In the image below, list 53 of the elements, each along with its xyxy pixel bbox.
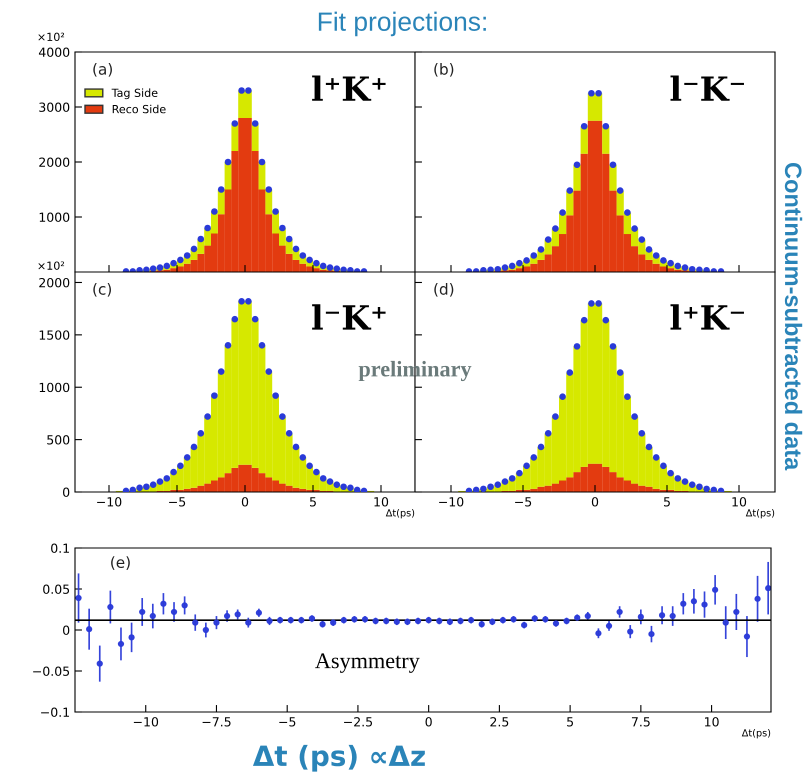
x-tick-label: 10 [705, 717, 719, 727]
x-axis-title: Δt(ps) [386, 508, 414, 518]
x-axis-title: Δt(ps) [746, 508, 774, 518]
annotation: (a) [93, 63, 112, 77]
y-tick-label: 0.05 [43, 584, 70, 594]
x-tick-label: −10 [134, 717, 158, 727]
x-tick-label: 2.5 [490, 717, 508, 727]
annotation: Asymmetry [315, 653, 420, 673]
annotation: (b) [434, 63, 454, 77]
annotation: (e) [111, 556, 130, 570]
y-tick-label: 2000 [39, 157, 70, 167]
x-tick-label: 0 [242, 497, 248, 507]
y-tick-label: −0.1 [41, 707, 69, 717]
y-tick-label: 2000 [39, 278, 70, 288]
x-tick-label: −10 [97, 497, 122, 507]
legend-label: Tag Side [112, 88, 158, 100]
chart-title: Fit projections: [318, 12, 486, 36]
x-tick-label: −5 [169, 497, 186, 507]
y-tick-label: 1000 [40, 382, 70, 392]
text: Continuum-subtracted data [784, 162, 802, 470]
text: Δt (ps) ∝Δz [252, 744, 425, 772]
x-tick-label: −2.5 [344, 717, 372, 727]
text: ×10² [38, 261, 64, 270]
x-tick-label: 5 [310, 497, 316, 507]
legend-label: Reco Side [112, 104, 166, 114]
y-tick-label: 1500 [40, 330, 70, 340]
y-tick-label: 0 [63, 487, 70, 497]
x-tick-label: 10 [374, 497, 388, 507]
y-tick-label: 4000 [38, 47, 70, 57]
annotation: (d) [434, 283, 454, 297]
annotation: (c) [93, 283, 112, 297]
x-tick-label: −5 [515, 497, 532, 507]
annotation: l⁻K⁺ [312, 304, 386, 330]
x-tick-label: 5 [664, 497, 670, 507]
y-tick-label: 3000 [39, 102, 70, 112]
x-tick-label: 0 [592, 497, 598, 507]
x-tick-label: −10 [439, 497, 464, 507]
y-tick-label: 0 [63, 625, 70, 635]
x-tick-label: −5 [279, 717, 296, 727]
y-tick-label: 0.1 [51, 543, 69, 553]
y-tick-label: 500 [47, 435, 70, 445]
x-tick-label: 7.5 [632, 717, 650, 727]
x-tick-label: 10 [732, 497, 746, 507]
y-tick-label: −0.05 [33, 666, 70, 676]
x-tick-label: 5 [567, 717, 574, 727]
x-tick-label: 0 [426, 717, 432, 727]
annotation: l⁺K⁻ [670, 304, 744, 330]
x-tick-label: −7.5 [202, 717, 231, 727]
annotation: l⁻K⁻ [670, 75, 744, 101]
annotation: l⁺K⁺ [312, 75, 386, 101]
x-axis-title: Δt(ps) [742, 728, 770, 738]
y-tick-label: 1000 [40, 212, 70, 222]
text: ×10² [38, 32, 64, 42]
